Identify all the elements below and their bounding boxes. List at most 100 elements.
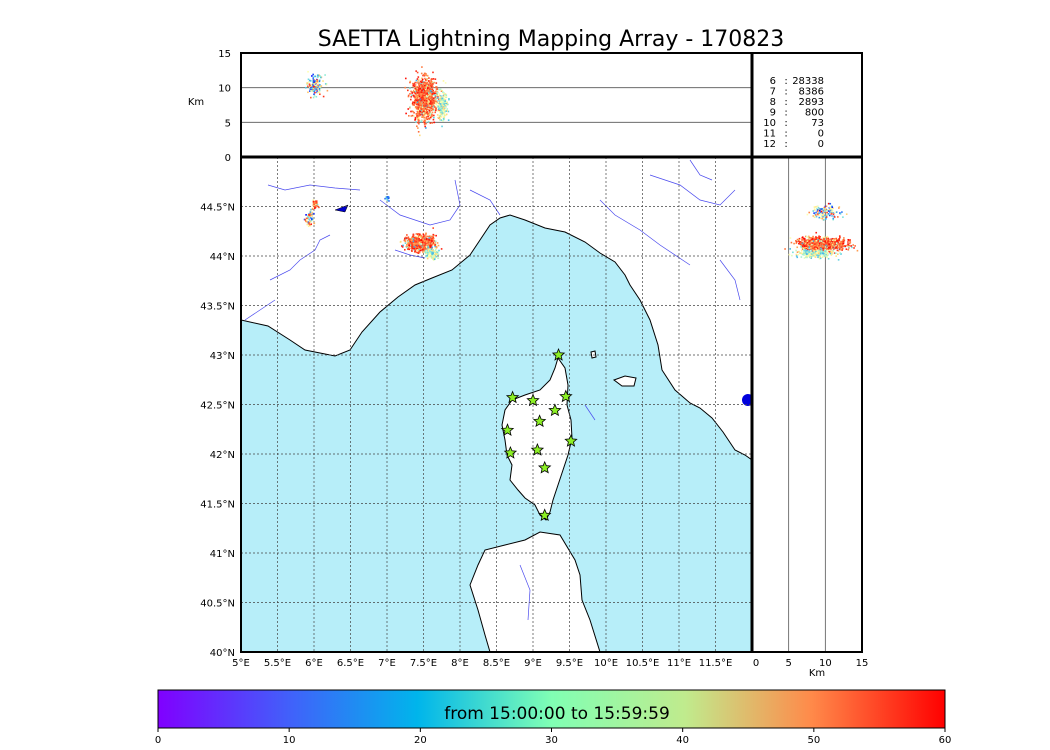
top-lightning-point: [423, 91, 425, 93]
right-lightning-point: [817, 206, 819, 208]
stats-count: 73: [811, 118, 824, 129]
right-lightning-point: [835, 252, 837, 254]
chart-title: SAETTA Lightning Mapping Array - 170823: [318, 27, 785, 52]
map-lightning-point: [313, 222, 315, 224]
top-lightning-point: [424, 122, 426, 124]
map-lightning-point: [310, 209, 312, 211]
right-lightning-point: [820, 254, 822, 256]
right-lightning-point: [831, 248, 833, 250]
right-lightning-point: [836, 240, 838, 242]
top-lightning-point: [443, 80, 445, 82]
map-lightning-point: [428, 237, 430, 239]
top-lightning-point: [426, 112, 428, 114]
right-lightning-point: [795, 250, 797, 252]
map-lightning-point: [433, 239, 435, 241]
map-lightning-point: [409, 239, 411, 241]
map-lightning-point: [419, 241, 421, 243]
right-lightning-point: [834, 241, 836, 243]
map-x-tick-label: 6.5°E: [337, 658, 364, 669]
right-lightning-point: [826, 256, 828, 258]
top-lightning-point: [414, 82, 416, 84]
top-lightning-point: [415, 88, 417, 90]
top-lightning-point: [429, 81, 431, 83]
map-lightning-point: [405, 239, 407, 241]
right-lightning-point: [828, 203, 830, 205]
right-lightning-point: [827, 236, 829, 238]
map-lightning-point: [435, 240, 437, 242]
top-lightning-point: [417, 111, 419, 113]
top-lightning-point: [433, 119, 435, 121]
map-lightning-point: [411, 244, 413, 246]
map-y-tick-label: 41.5°N: [200, 500, 235, 511]
stats-separator: :: [784, 139, 787, 150]
right-lightning-point: [846, 213, 848, 215]
top-lightning-point: [425, 73, 427, 75]
map-lightning-point: [427, 258, 429, 260]
top-lightning-point: [307, 85, 309, 87]
right-lightning-point: [824, 209, 826, 211]
map-y-tick-label: 41°N: [210, 549, 235, 560]
right-lightning-point: [829, 239, 831, 241]
top-lightning-point: [442, 101, 444, 103]
map-lightning-point: [431, 240, 433, 242]
map-lightning-point: [427, 252, 429, 254]
map-lightning-point: [429, 242, 431, 244]
top-lightning-point: [443, 103, 445, 105]
colorbar-tick-label: 50: [807, 735, 820, 746]
right-lightning-point: [824, 216, 826, 218]
right-lightning-point: [812, 245, 814, 247]
top-lightning-point: [431, 107, 433, 109]
right-lightning-point: [807, 252, 809, 254]
right-lightning-point: [839, 252, 841, 254]
top-lightning-point: [307, 71, 309, 73]
right-lightning-point: [838, 240, 840, 242]
right-lightning-point: [821, 208, 823, 210]
map-lightning-point: [304, 219, 306, 221]
right-lightning-point: [826, 216, 828, 218]
stats-level: 8: [770, 97, 776, 108]
map-x-tick-label: 9.5°E: [556, 658, 583, 669]
right-lightning-point: [815, 232, 817, 234]
top-lightning-point: [420, 107, 422, 109]
right-lightning-point: [811, 238, 813, 240]
top-lightning-point: [428, 104, 430, 106]
map-lightning-point: [412, 242, 414, 244]
map-lightning-point: [318, 207, 320, 209]
right-lightning-point: [815, 256, 817, 258]
right-lightning-point: [815, 212, 817, 214]
right-lightning-point: [839, 206, 841, 208]
top-lightning-point: [442, 108, 444, 110]
top-lightning-point: [423, 109, 425, 111]
right-lightning-point: [809, 237, 811, 239]
map-lightning-point: [406, 247, 408, 249]
top-lightning-point: [418, 117, 420, 119]
stats-separator: :: [784, 108, 787, 119]
top-lightning-point: [307, 91, 309, 93]
right-lightning-point: [817, 238, 819, 240]
top-lightning-point: [421, 98, 423, 100]
right-lightning-point: [814, 206, 816, 208]
map-lightning-point: [315, 202, 317, 204]
map-lightning-point: [426, 236, 428, 238]
top-lightning-point: [319, 90, 321, 92]
top-lightning-point: [420, 114, 422, 116]
top-lightning-point: [436, 95, 438, 97]
top-lightning-point: [420, 94, 422, 96]
top-lightning-point: [416, 115, 418, 117]
right-lightning-point: [838, 259, 840, 261]
map-y-tick-label: 42.5°N: [200, 401, 235, 412]
right-lightning-point: [796, 242, 798, 244]
right-lightning-point: [836, 211, 838, 213]
right-lightning-point: [850, 242, 852, 244]
right-lightning-point: [798, 240, 800, 242]
map-lightning-point: [308, 214, 310, 216]
map-lightning-point: [313, 204, 315, 206]
altitude-longitude-panel: 051015 Km: [188, 49, 752, 164]
right-lightning-point: [832, 246, 834, 248]
top-lightning-point: [416, 89, 418, 91]
right-lightning-point: [832, 239, 834, 241]
top-lightning-point: [437, 92, 439, 94]
map-lightning-point: [433, 255, 435, 257]
top-lightning-point: [409, 106, 411, 108]
top-lightning-point: [442, 96, 444, 98]
